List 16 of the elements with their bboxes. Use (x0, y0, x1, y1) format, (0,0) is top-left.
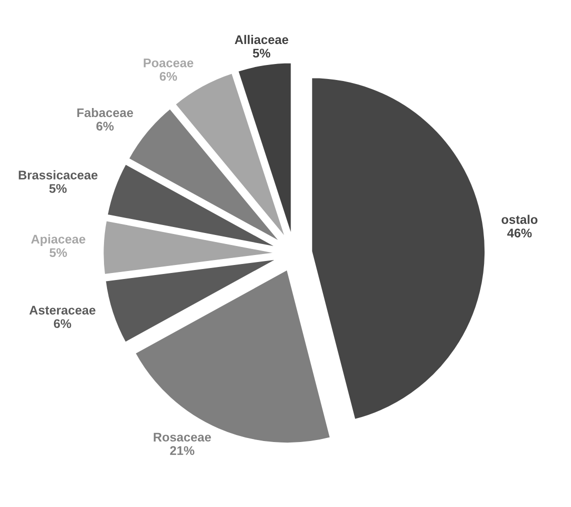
slice-label: Brassicaceae (18, 170, 98, 180)
data-label: 46% (507, 228, 532, 238)
slice-label: Alliaceae (234, 34, 288, 44)
data-label: 5% (49, 184, 67, 193)
data-label: 21% (170, 446, 194, 455)
data-label: 5% (50, 248, 67, 258)
slice-label: Asteraceae (29, 306, 96, 315)
slice-label: Rosaceae (154, 432, 211, 442)
data-label: 6% (96, 122, 114, 131)
slice-label: Apiaceae (31, 234, 86, 246)
slice-label: ostalo (502, 214, 538, 224)
data-label: 5% (252, 48, 270, 58)
data-label: 6% (160, 72, 178, 81)
data-label: 6% (54, 319, 72, 328)
slice-label: Fabaceae (77, 108, 134, 118)
slice-label: Poaceae (144, 58, 194, 68)
